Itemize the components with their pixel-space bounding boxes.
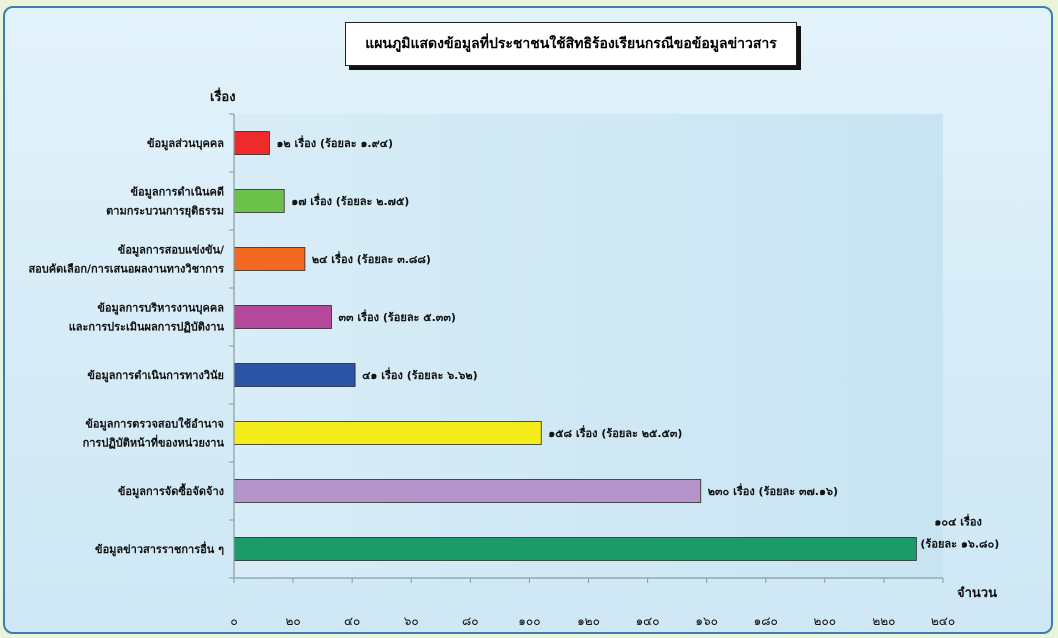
data-label: ๔๑ เรื่อง (ร้อยละ ๖.๖๒) (362, 367, 478, 382)
data-label: ๑๗ เรื่อง (ร้อยละ ๒.๗๕) (291, 193, 409, 208)
x-tick-label: ๑๘๐ (754, 614, 778, 628)
x-tick-label: ๑๔๐ (636, 614, 660, 628)
x-tick-label: ๒๔๐ (931, 614, 955, 628)
x-tick-label: ๑๖๐ (695, 614, 718, 628)
category-label: ข้อมูลการจัดซื้อจัดจ้าง (118, 483, 224, 499)
category-label: สอบคัดเลือก/การเสนอผลงานทางวิชาการ (28, 263, 224, 276)
bar-chart: ๑๒ เรื่อง (ร้อยละ ๑.๙๔) ๑๗ เรื่อง (ร้อยละ… (28, 87, 999, 628)
data-label: ๒๓๐ เรื่อง (ร้อยละ ๓๗.๑๖) (708, 483, 838, 498)
category-label: ข้อมูลการดำเนินคดี (131, 186, 224, 200)
bar (233, 305, 332, 329)
data-label: ๑๒ เรื่อง (ร้อยละ ๑.๙๔) (276, 135, 393, 150)
bar (233, 537, 917, 561)
category-label: ข้อมูลการตรวจสอบใช้อำนาจ (85, 417, 224, 432)
data-label: (ร้อยละ ๑๖.๘๐) (920, 538, 999, 551)
x-axis-title: จำนวน (957, 585, 997, 601)
bar (233, 421, 542, 445)
category-label: การปฏิบัติหน้าที่ของหน่วยงาน (83, 435, 225, 450)
chart-frame: ๑๒ เรื่อง (ร้อยละ ๑.๙๔) ๑๗ เรื่อง (ร้อยละ… (3, 6, 1053, 634)
bar (233, 363, 356, 387)
bar (233, 479, 702, 503)
x-tick-label: ๘๐ (462, 614, 479, 628)
category-label: ข้อมูลข่าวสารราชการอื่น ๆ (95, 541, 224, 557)
y-axis-title: เรื่อง (210, 87, 236, 105)
chart-title: แผนภูมิแสดงข้อมูลที่ประชาชนใช้สิทธิร้องเ… (345, 22, 797, 66)
category-label: ข้อมูลการสอบแข่งขัน/ (118, 244, 225, 258)
data-label: ๒๔ เรื่อง (ร้อยละ ๓.๘๘) (312, 251, 431, 266)
x-tick-label: ๒๒๐ (872, 614, 895, 628)
x-tick-label: ๑๒๐ (577, 614, 600, 628)
x-tick-label: ๒๐ (285, 614, 300, 628)
x-tick-label: ๒๐๐ (814, 614, 837, 628)
category-label: ข้อมูลการดำเนินการทางวินัย (87, 369, 224, 383)
data-label: ๓๓ เรื่อง (ร้อยละ ๕.๓๓) (338, 309, 455, 324)
category-label: ข้อมูลการบริหารงานบุคคล (97, 302, 224, 316)
bar (233, 189, 285, 213)
x-tick-label: ๔๐ (344, 614, 360, 628)
x-tick-label: ๐ (230, 614, 237, 628)
x-tick-label: ๑๐๐ (518, 614, 540, 628)
plot-area (234, 114, 943, 578)
category-label: และการประเมินผลการปฏิบัติงาน (69, 321, 225, 334)
bar (233, 131, 270, 155)
x-tick-label: ๖๐ (404, 614, 419, 628)
data-label: ๑๕๘ เรื่อง (ร้อยละ ๒๕.๕๓) (548, 425, 682, 440)
category-label: ตามกระบวนการยุติธรรม (106, 205, 224, 219)
category-label: ข้อมูลส่วนบุคคล (147, 137, 224, 151)
bar (233, 247, 306, 271)
data-label: ๑๐๔ เรื่อง (934, 514, 982, 529)
